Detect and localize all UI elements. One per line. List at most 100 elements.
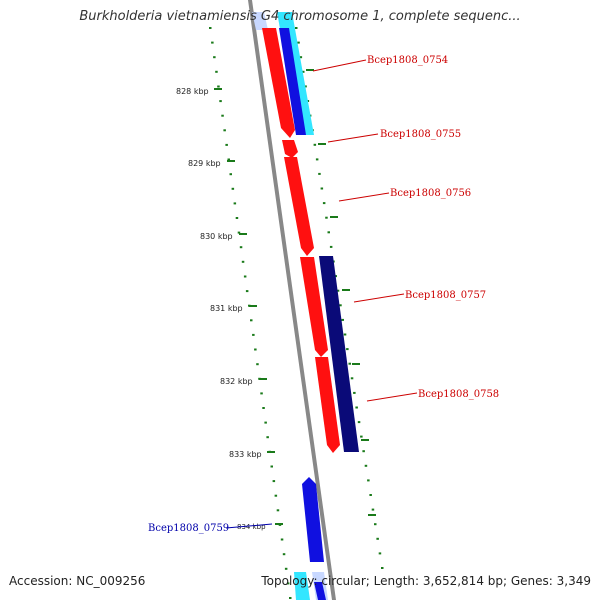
minor-tick: [225, 143, 228, 146]
minor-tick: [260, 392, 263, 395]
minor-tick: [353, 391, 356, 394]
gene-arrow-blue-top[interactable]: [279, 28, 306, 135]
scale-label: 834 kbp: [237, 523, 266, 531]
gene-arrow-lightblue-top[interactable]: [252, 12, 268, 30]
minor-tick: [320, 187, 324, 190]
minor-tick: [239, 246, 243, 249]
minor-tick: [235, 217, 239, 219]
minor-tick: [299, 56, 303, 59]
minor-tick: [371, 508, 375, 511]
minor-tick: [346, 348, 349, 351]
minor-tick: [302, 70, 305, 73]
gene-label-0758[interactable]: Bcep1808_0758: [418, 389, 499, 400]
gene-label-0755[interactable]: Bcep1808_0755: [380, 129, 461, 140]
minor-tick: [376, 537, 379, 540]
minor-tick: [369, 494, 372, 496]
minor-tick: [329, 245, 333, 248]
gene-features: [252, 12, 359, 600]
minor-tick: [256, 363, 259, 366]
minor-tick: [381, 567, 384, 569]
minor-tick: [209, 27, 212, 29]
backbone-line: [248, 0, 336, 600]
minor-tick: [227, 158, 230, 161]
accession-label: Accession: NC_009256: [9, 574, 146, 588]
minor-tick: [374, 523, 377, 526]
gene-arrow-0755[interactable]: [282, 140, 298, 158]
gene-arrow-0758[interactable]: [315, 357, 340, 453]
minor-tick: [229, 173, 232, 176]
connector-0757: [353, 293, 405, 303]
minor-tick: [339, 304, 342, 307]
gene-arrow-0754[interactable]: [262, 28, 295, 138]
minor-tick: [336, 289, 340, 292]
minor-tick: [254, 348, 257, 351]
connector-0756: [338, 192, 390, 202]
minor-tick: [360, 435, 363, 438]
connector-0759: [225, 523, 273, 529]
minor-tick: [262, 407, 265, 409]
minor-tick: [231, 187, 235, 190]
gene-label-0757[interactable]: Bcep1808_0757: [405, 290, 486, 301]
minor-tick: [348, 362, 351, 365]
minor-tick: [289, 597, 292, 599]
minor-tick: [343, 333, 347, 336]
minor-tick: [280, 538, 284, 541]
minor-tick: [282, 553, 286, 556]
minor-tick: [270, 465, 273, 468]
gene-label-0756[interactable]: Bcep1808_0756: [390, 188, 471, 199]
gene-arrow-0757[interactable]: [319, 256, 359, 452]
minor-tick: [350, 377, 354, 380]
minor-tick: [364, 464, 368, 467]
minor-tick: [334, 275, 337, 278]
minor-tick: [252, 333, 255, 336]
minor-tick: [219, 100, 222, 103]
minor-tick: [327, 231, 330, 234]
minor-tick: [211, 41, 214, 44]
minor-tick: [284, 567, 288, 570]
minor-tick: [315, 158, 319, 161]
topology-summary: Topology: circular; Length: 3,652,814 bp…: [261, 574, 591, 588]
gene-arrow-blue-bottom[interactable]: [314, 582, 326, 600]
scale-label: 831 kbp: [210, 304, 243, 313]
gene-arrow-cyan-bottom[interactable]: [294, 572, 310, 600]
minor-tick: [241, 260, 245, 263]
connector-0758: [366, 392, 418, 402]
scale-label: 829 kbp: [188, 159, 221, 168]
minor-tick: [295, 27, 298, 29]
gene-label-0754[interactable]: Bcep1808_0754: [367, 55, 448, 66]
minor-tick: [318, 172, 321, 175]
connector-0755: [327, 133, 379, 143]
gene-arrow-0757-forward[interactable]: [300, 257, 328, 357]
minor-tick: [341, 318, 344, 321]
scale-labels: 828 kbp 829 kbp 830 kbp 831 kbp 832 kbp …: [176, 87, 266, 531]
minor-tick: [362, 450, 365, 453]
gene-arrow-0759[interactable]: [302, 477, 324, 562]
minor-tick: [223, 129, 226, 132]
minor-tick: [355, 406, 358, 409]
minor-tick: [217, 85, 220, 88]
scale-label: 833 kbp: [229, 450, 262, 459]
minor-tick: [266, 436, 269, 439]
gene-arrow-0756[interactable]: [284, 157, 314, 256]
minor-tick: [297, 41, 300, 44]
minor-tick: [367, 479, 370, 482]
minor-tick: [286, 582, 290, 585]
minor-tick: [233, 202, 237, 205]
minor-tick: [325, 216, 328, 219]
minor-tick: [264, 421, 267, 424]
gene-labels: Bcep1808_0754 Bcep1808_0755 Bcep1808_075…: [148, 55, 499, 534]
label-connectors: [225, 59, 418, 529]
gene-label-0759[interactable]: Bcep1808_0759: [148, 523, 229, 534]
minor-tick: [313, 143, 317, 146]
minor-tick: [304, 85, 307, 88]
minor-tick: [243, 275, 247, 278]
minor-tick: [276, 509, 280, 512]
scale-label: 830 kbp: [200, 232, 233, 241]
scale-major-ticks: [214, 69, 376, 525]
scale-label: 832 kbp: [220, 377, 253, 386]
map-title: Burkholderia vietnamiensis G4 chromosome…: [79, 9, 521, 24]
minor-tick: [322, 202, 326, 205]
minor-tick: [378, 552, 382, 555]
minor-tick: [272, 480, 276, 483]
